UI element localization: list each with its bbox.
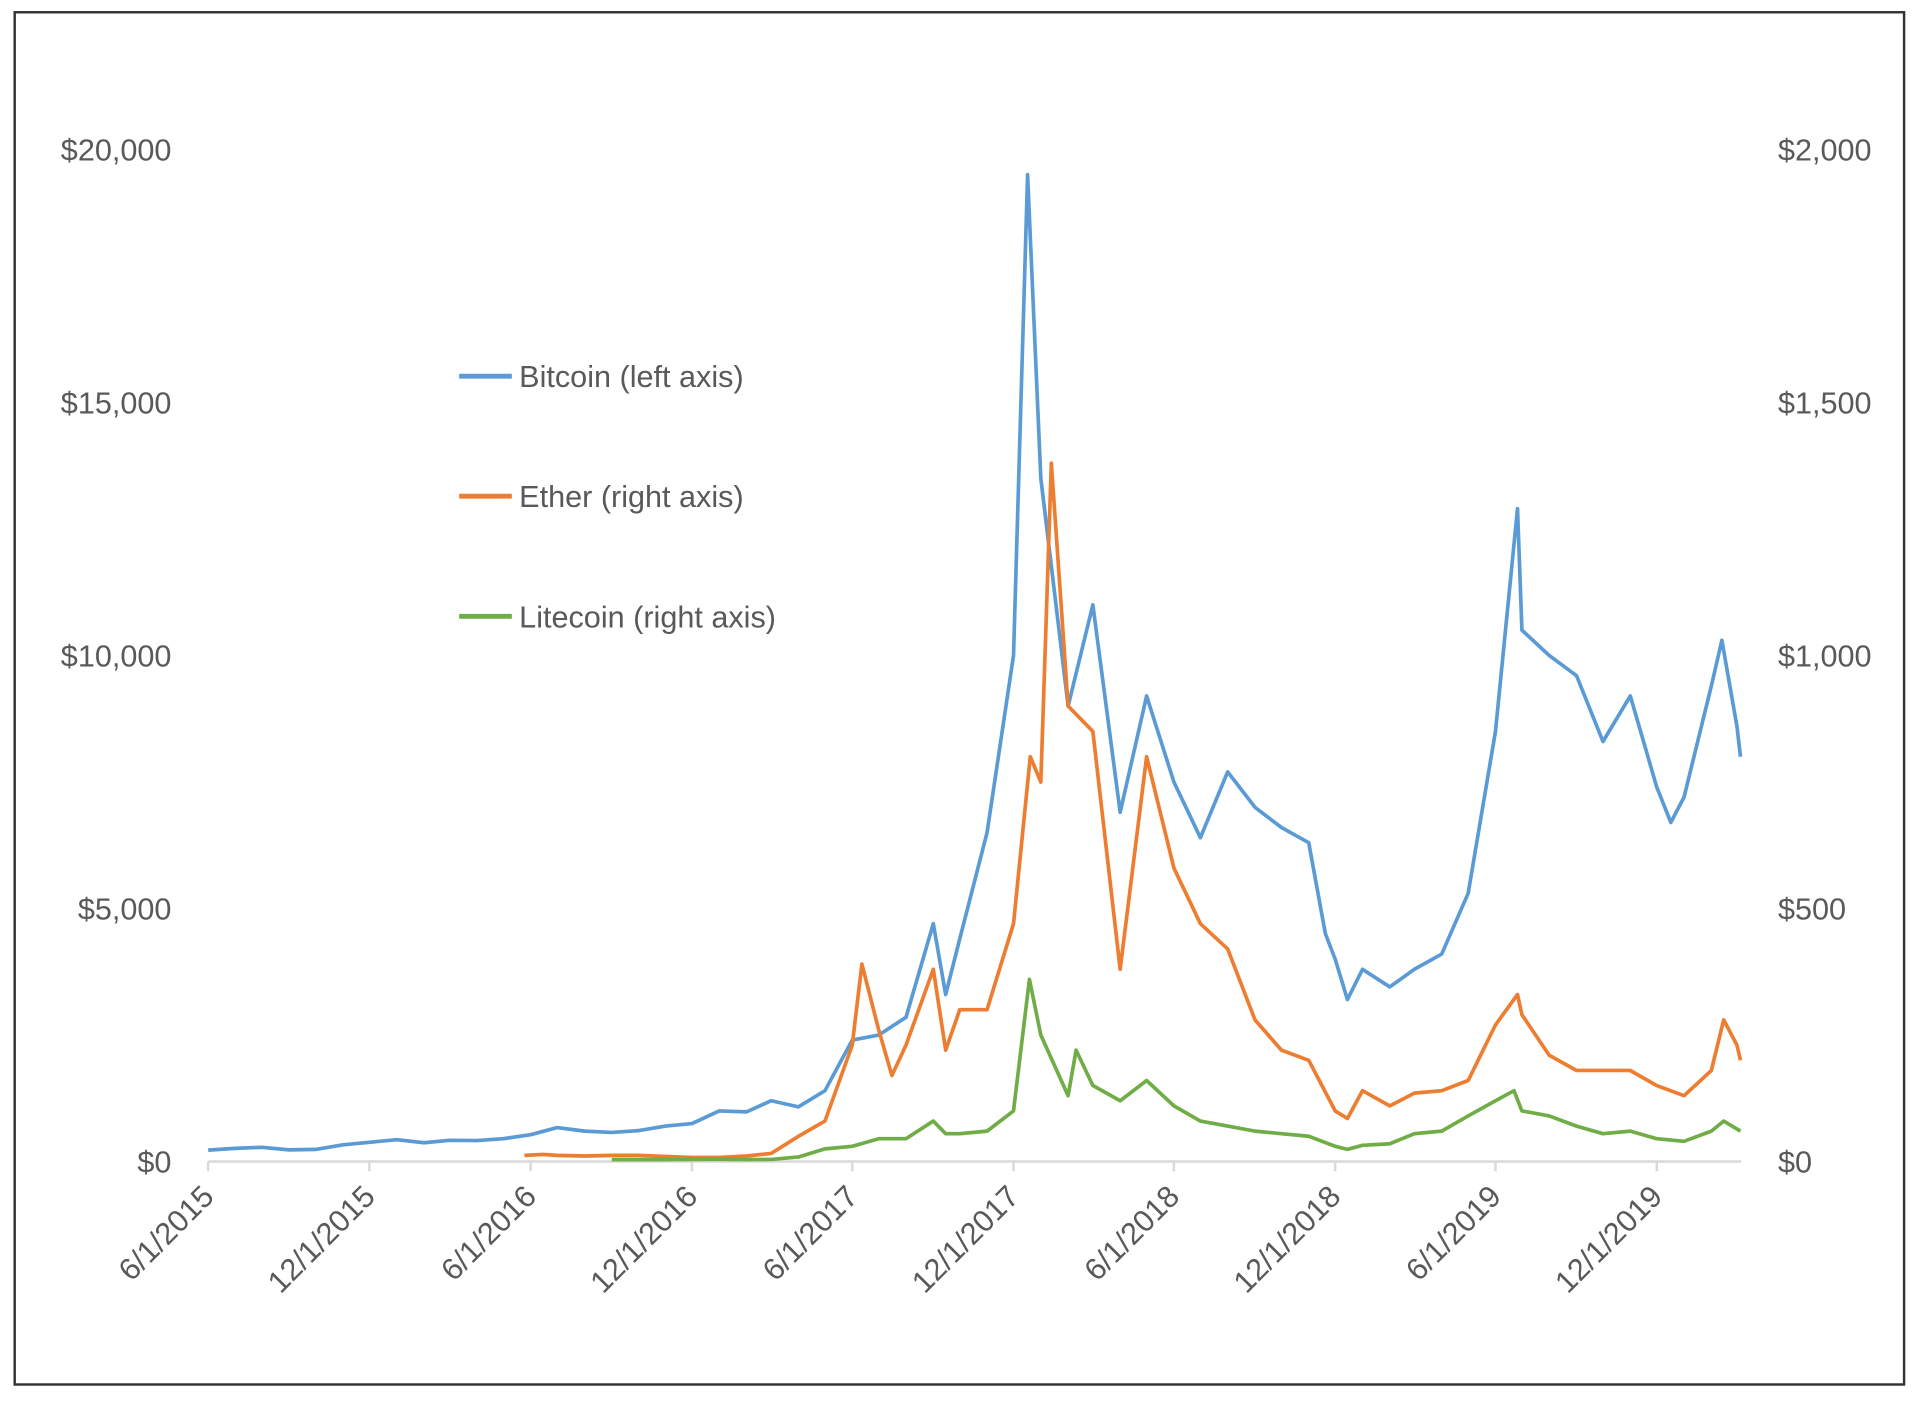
legend-label: Ether (right axis): [519, 480, 743, 514]
legend: Bitcoin (left axis) Ether (right axis) Lit…: [459, 360, 776, 634]
chart-border: [13, 11, 1906, 1386]
left-axis-tick-label: $5,000: [78, 893, 172, 927]
left-axis-tick-label: $0: [137, 1146, 171, 1180]
series-line-ether: [524, 461, 1743, 1160]
left-axis-tick-label: $10,000: [61, 640, 172, 674]
right-axis-tick-label: $0: [1778, 1146, 1812, 1180]
series-lines: [208, 172, 1743, 1162]
right-axis-tick-label: $1,500: [1778, 387, 1872, 421]
right-axis-tick-label: $1,000: [1778, 640, 1872, 674]
left-axis-tick-label: $15,000: [61, 387, 172, 421]
right-axis-tick-label: $500: [1778, 893, 1846, 927]
legend-label: Litecoin (right axis): [519, 600, 776, 634]
right-axis-ticks: $0 $500 $1,000 $1,500 $2,000: [1778, 133, 1872, 1179]
series-line-litecoin: [611, 977, 1742, 1162]
legend-label: Bitcoin (left axis): [519, 360, 743, 394]
left-axis-ticks: $0 $5,000 $10,000 $15,000 $20,000: [61, 133, 172, 1179]
series-line-bitcoin: [208, 172, 1743, 1152]
left-axis-tick-label: $20,000: [61, 133, 172, 167]
right-axis-tick-label: $2,000: [1778, 133, 1872, 167]
